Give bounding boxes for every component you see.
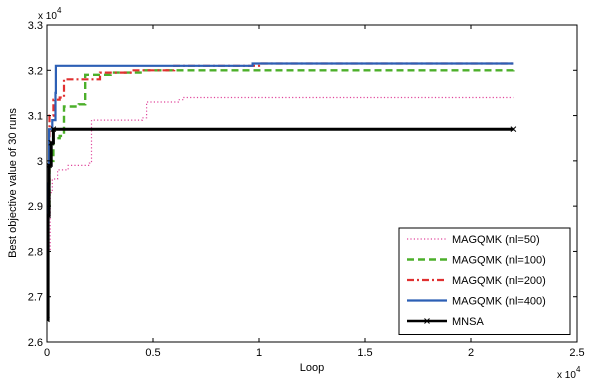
legend-marker-mnsa	[424, 318, 430, 324]
y-exponent-power: 4	[57, 6, 62, 15]
x-exponent-power: 4	[576, 365, 581, 374]
ticks-layer: 0 0.5 1 1.5 2 2.5 2.6 2.7 2.8 2.9 3 3.1 3.2 3.3	[28, 20, 585, 359]
y-tick-label: 2.7	[28, 292, 43, 304]
x-tick-label: 1	[256, 347, 262, 359]
series-point-mnsa	[50, 126, 57, 133]
legend-label-mnsa: MNSA	[452, 316, 484, 328]
plot-area-frame	[46, 24, 578, 343]
y-exponent-base: x 10	[38, 11, 57, 22]
legend-label-magqmk-nl-200: MAGQMK (nl=200)	[452, 275, 546, 287]
series-point-mnsa	[47, 316, 50, 323]
legend: MAGQMK (nl=50) MAGQMK (nl=100) MAGQMK (nl=…	[398, 227, 571, 335]
y-tick-label: 3.3	[28, 20, 43, 32]
y-tick-label: 3.1	[28, 111, 43, 123]
x-exponent-base: x 10	[557, 370, 576, 381]
x-tick-label: 1.5	[357, 347, 372, 359]
x-tick-label: 0	[44, 347, 50, 359]
series-point-mnsa	[510, 126, 517, 133]
legend-label-magqmk-nl-400: MAGQMK (nl=400)	[452, 296, 546, 308]
series-line-mnsa	[47, 127, 514, 321]
legend-label-magqmk-nl-50: MAGQMK (nl=50)	[452, 234, 540, 246]
legend-box	[398, 227, 571, 335]
y-tick-label: 3.2	[28, 65, 43, 77]
x-tick-label: 2.5	[569, 347, 584, 359]
y-tick-label: 2.8	[28, 246, 43, 258]
series-point-mnsa	[48, 139, 55, 146]
x-tick-label: 0.5	[145, 347, 160, 359]
y-tick-label: 2.6	[28, 337, 43, 349]
x-tick-label: 2	[468, 347, 474, 359]
y-axis-label: Best objective value of 30 runs	[7, 108, 19, 258]
series-point-mnsa	[47, 212, 51, 219]
series-line-magqmk-nl-50	[47, 96, 514, 316]
y-tick-label: 2.9	[28, 201, 43, 213]
y-exponent: x 10 4	[38, 6, 62, 22]
y-tick-label: 3	[37, 156, 43, 168]
x-axis-label: Loop	[300, 362, 324, 374]
legend-label-magqmk-nl-100: MAGQMK (nl=100)	[452, 255, 546, 267]
x-exponent: x 10 4	[557, 365, 581, 381]
